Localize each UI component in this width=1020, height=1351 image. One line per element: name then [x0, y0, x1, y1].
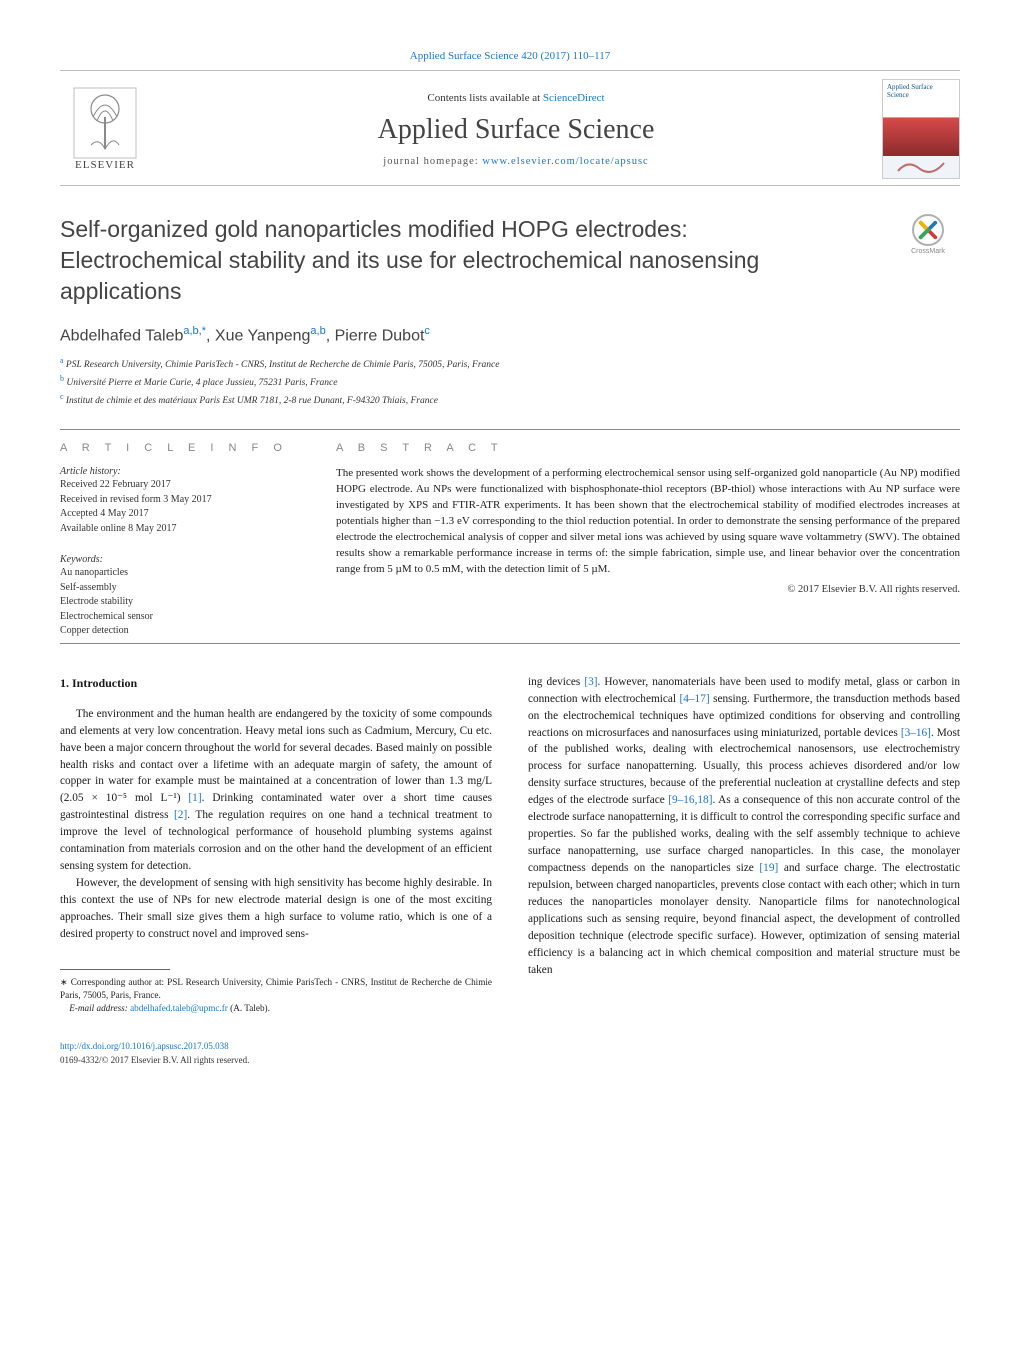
body-columns: 1. Introduction The environment and the …: [60, 674, 960, 1068]
email-label: E-mail address:: [69, 1003, 130, 1013]
keyword-1: Au nanoparticles: [60, 566, 290, 581]
author-1: Abdelhafed Taleb: [60, 327, 183, 344]
paper-title: Self-organized gold nanoparticles modifi…: [60, 214, 820, 307]
info-rule-top: [60, 429, 960, 430]
ref-1[interactable]: [1]: [188, 792, 201, 804]
cover-title: Applied Surface Science: [883, 80, 959, 118]
sciencedirect-link[interactable]: ScienceDirect: [543, 92, 605, 104]
doi-block: http://dx.doi.org/10.1016/j.apsusc.2017.…: [60, 1040, 492, 1067]
ref-4-17[interactable]: [4–17]: [680, 693, 710, 705]
cover-band: [883, 118, 959, 156]
crossmark-icon: [912, 214, 944, 246]
history-head: Article history:: [60, 466, 290, 477]
journal-title: Applied Surface Science: [150, 114, 882, 146]
abstract-label: A B S T R A C T: [336, 442, 960, 454]
author-2-aff: a,b: [310, 325, 325, 337]
abstract-text: The presented work shows the development…: [336, 466, 960, 578]
ref-3-16[interactable]: [3–16]: [901, 727, 931, 739]
section-1-num: 1.: [60, 676, 69, 690]
crossmark-badge[interactable]: CrossMark: [896, 214, 960, 258]
affil-c-text: Institut de chimie et des matériaux Pari…: [66, 396, 438, 406]
abstract-copyright: © 2017 Elsevier B.V. All rights reserved…: [336, 584, 960, 595]
issn-copyright: 0169-4332/© 2017 Elsevier B.V. All right…: [60, 1054, 492, 1068]
article-info-label: A R T I C L E I N F O: [60, 442, 290, 454]
keyword-5: Copper detection: [60, 624, 290, 639]
history-received: Received 22 February 2017: [60, 478, 290, 493]
affiliation-a: a PSL Research University, Chimie ParisT…: [60, 355, 960, 373]
journal-home-prefix: journal homepage:: [383, 156, 482, 167]
para-2: However, the development of sensing with…: [60, 875, 492, 943]
para-3: ing devices [3]. However, nanomaterials …: [528, 674, 960, 979]
email-line: E-mail address: abdelhafed.taleb@upmc.fr…: [60, 1002, 492, 1015]
author-1-star: *: [202, 325, 206, 337]
email-suffix: (A. Taleb).: [228, 1003, 270, 1013]
column-left: 1. Introduction The environment and the …: [60, 674, 492, 1068]
author-3-aff: c: [424, 325, 430, 337]
author-1-aff: a,b,: [183, 325, 201, 337]
ref-2[interactable]: [2]: [174, 809, 187, 821]
para-1a: The environment and the human health are…: [60, 708, 492, 805]
corresponding-author-note: ∗ Corresponding author at: PSL Research …: [60, 976, 492, 1002]
author-3: Pierre Dubot: [335, 327, 425, 344]
elsevier-wordmark: ELSEVIER: [75, 159, 135, 171]
affiliation-c: c Institut de chimie et des matériaux Pa…: [60, 391, 960, 409]
doi-link[interactable]: http://dx.doi.org/10.1016/j.apsusc.2017.…: [60, 1041, 229, 1051]
section-1-heading: 1. Introduction: [60, 674, 492, 692]
affil-b-text: Université Pierre et Marie Curie, 4 plac…: [66, 379, 337, 389]
crossmark-label: CrossMark: [911, 248, 945, 255]
affil-c-sup: c: [60, 392, 64, 401]
cover-graphic: [883, 156, 959, 178]
footnote-separator: [60, 969, 170, 970]
ref-19[interactable]: [19]: [759, 862, 778, 874]
journal-cover-thumbnail: Applied Surface Science: [882, 79, 960, 179]
affiliations: a PSL Research University, Chimie ParisT…: [60, 355, 960, 409]
info-rule-bottom: [60, 643, 960, 644]
journal-header-bar: ELSEVIER Contents lists available at Sci…: [60, 70, 960, 186]
keyword-3: Electrode stability: [60, 595, 290, 610]
column-right: ing devices [3]. However, nanomaterials …: [528, 674, 960, 1068]
keyword-2: Self-assembly: [60, 581, 290, 596]
para-1: The environment and the human health are…: [60, 706, 492, 875]
elsevier-tree-icon: [73, 87, 137, 159]
keyword-4: Electrochemical sensor: [60, 610, 290, 625]
elsevier-logo: ELSEVIER: [60, 79, 150, 179]
ref-9-16-18[interactable]: [9–16,18]: [668, 794, 712, 806]
contents-line: Contents lists available at ScienceDirec…: [150, 92, 882, 104]
keywords-head: Keywords:: [60, 554, 290, 565]
para-3a: ing devices: [528, 676, 584, 688]
section-1-title: Introduction: [72, 676, 137, 690]
affil-a-sup: a: [60, 356, 64, 365]
para-3f: and surface charge. The electrostatic re…: [528, 862, 960, 976]
header-citation: Applied Surface Science 420 (2017) 110–1…: [60, 50, 960, 62]
journal-home-link[interactable]: www.elsevier.com/locate/apsusc: [482, 156, 648, 167]
author-list: Abdelhafed Taleba,b,*, Xue Yanpenga,b, P…: [60, 325, 960, 345]
contents-line-prefix: Contents lists available at: [427, 92, 542, 104]
history-accepted: Accepted 4 May 2017: [60, 507, 290, 522]
email-link[interactable]: abdelhafed.taleb@upmc.fr: [130, 1003, 228, 1013]
affil-b-sup: b: [60, 374, 64, 383]
history-revised: Received in revised form 3 May 2017: [60, 493, 290, 508]
journal-homepage: journal homepage: www.elsevier.com/locat…: [150, 156, 882, 167]
affil-a-text: PSL Research University, Chimie ParisTec…: [66, 361, 500, 371]
history-online: Available online 8 May 2017: [60, 522, 290, 537]
affiliation-b: b Université Pierre et Marie Curie, 4 pl…: [60, 373, 960, 391]
ref-3[interactable]: [3]: [584, 676, 597, 688]
author-2: Xue Yanpeng: [215, 327, 311, 344]
